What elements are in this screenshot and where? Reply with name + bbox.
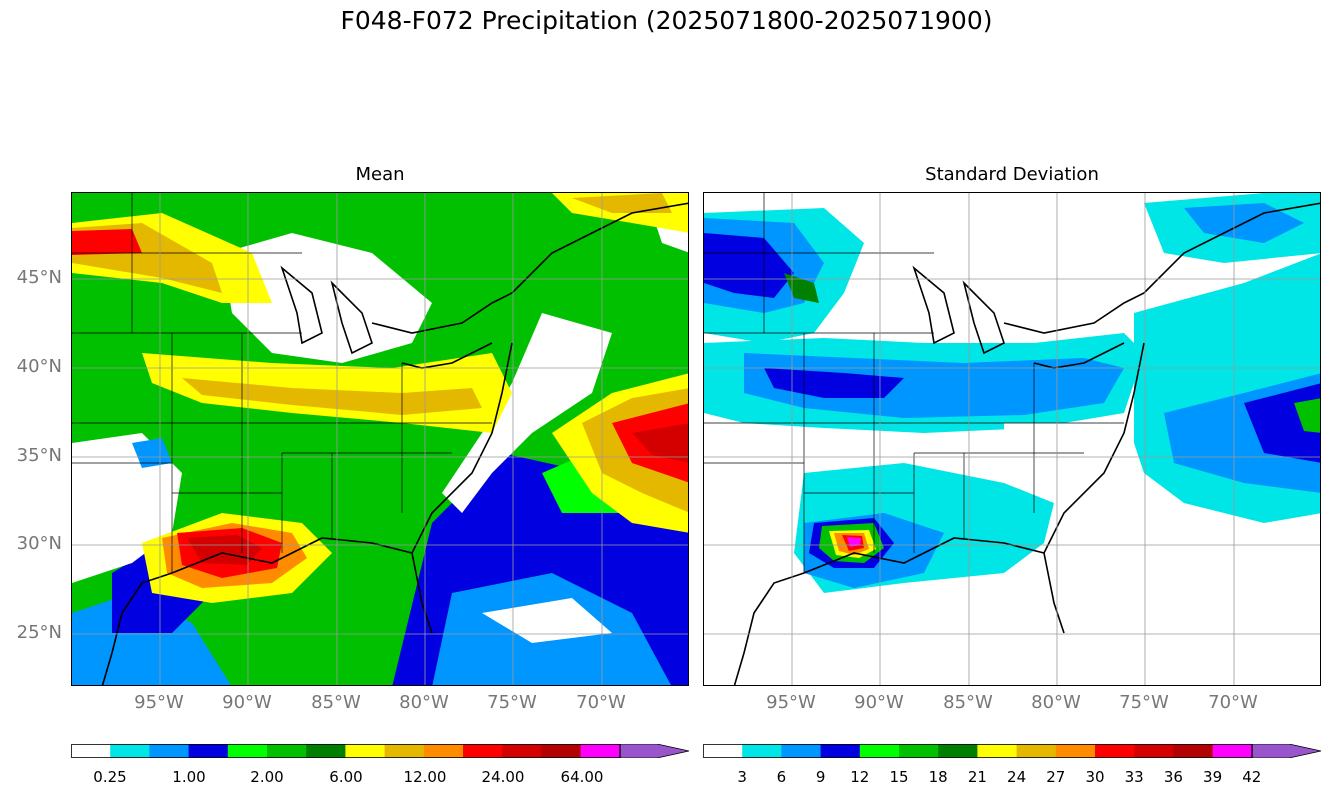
lat-label-45: 45°N (16, 267, 62, 288)
lat-label-30: 30°N (16, 533, 62, 554)
std-colorbar-cell (1016, 744, 1057, 758)
std-colorbar-tick: 9 (815, 768, 826, 786)
mean-colorbar-tick-1: 1.00 (172, 768, 206, 786)
std-colorbar (703, 744, 1322, 758)
std-colorbar-cell (1173, 744, 1214, 758)
std-colorbar-cell (742, 744, 782, 758)
std-colorbar-cell (859, 744, 900, 758)
mean-lon-label-95w: 95°W (134, 692, 184, 713)
std-lon-label-80w: 80°W (1031, 692, 1081, 713)
std-colorbar-cell (1095, 744, 1135, 758)
mean-colorbar-cell (345, 744, 386, 758)
mean-colorbar-cell (463, 744, 503, 758)
mean-map (71, 192, 689, 686)
mean-colorbar-cell (384, 744, 425, 758)
mean-colorbar-cell (541, 744, 582, 758)
std-colorbar-cell (1134, 744, 1174, 758)
std-colorbar-cell (820, 744, 861, 758)
mean-lon-label-80w: 80°W (399, 692, 449, 713)
std-colorbar-tick: 24 (1007, 768, 1027, 786)
std-lon-label-75w: 75°W (1119, 692, 1169, 713)
mean-colorbar-cell (71, 744, 111, 758)
mean-colorbar (71, 744, 690, 758)
mean-colorbar-cell (306, 744, 346, 758)
std-colorbar-cell (703, 744, 743, 758)
mean-colorbar-cell (423, 744, 464, 758)
std-colorbar-cell (1055, 744, 1096, 758)
mean-colorbar-tick-5: 24.00 (481, 768, 525, 786)
mean-colorbar-tick-4: 12.00 (403, 768, 447, 786)
lat-label-40: 40°N (16, 356, 62, 377)
mean-colorbar-cell (580, 744, 621, 758)
std-colorbar-tick: 21 (967, 768, 987, 786)
std-colorbar-cell (781, 744, 822, 758)
figure-title: F048-F072 Precipitation (2025071800-2025… (340, 6, 993, 35)
std-field (704, 193, 1320, 685)
std-colorbar-tick: 12 (850, 768, 870, 786)
mean-lon-label-90w: 90°W (222, 692, 272, 713)
std-colorbar-tick: 36 (1163, 768, 1183, 786)
mean-lon-label-70w: 70°W (576, 692, 626, 713)
panel-title-std: Standard Deviation (925, 164, 1099, 185)
std-colorbar-extend (1251, 744, 1322, 758)
std-colorbar-cell (899, 744, 939, 758)
mean-colorbar-tick-3: 6.00 (329, 768, 363, 786)
std-colorbar-cell (977, 744, 1018, 758)
std-colorbar-tick: 3 (737, 768, 747, 786)
mean-colorbar-tick-0: 0.25 (93, 768, 127, 786)
mean-colorbar-extend (619, 744, 690, 758)
std-colorbar-tick: 30 (1085, 768, 1105, 786)
std-colorbar-tick: 33 (1124, 768, 1144, 786)
std-lon-label-85w: 85°W (943, 692, 993, 713)
std-colorbar-tick: 42 (1242, 768, 1262, 786)
std-colorbar-cell (938, 744, 978, 758)
mean-field (72, 193, 688, 685)
mean-colorbar-cell (227, 744, 268, 758)
std-lon-label-90w: 90°W (854, 692, 904, 713)
std-lon-label-95w: 95°W (766, 692, 816, 713)
mean-lon-label-75w: 75°W (487, 692, 537, 713)
lat-label-35: 35°N (16, 445, 62, 466)
mean-colorbar-tick-6: 64.00 (560, 768, 604, 786)
mean-colorbar-cell (267, 744, 307, 758)
std-colorbar-tick: 15 (889, 768, 909, 786)
std-lon-label-70w: 70°W (1208, 692, 1258, 713)
std-colorbar-tick: 6 (776, 768, 787, 786)
std-map (703, 192, 1321, 686)
mean-colorbar-cell (188, 744, 229, 758)
std-colorbar-tick: 18 (928, 768, 948, 786)
mean-lon-label-85w: 85°W (311, 692, 361, 713)
mean-colorbar-cell (110, 744, 150, 758)
mean-colorbar-frame (71, 744, 621, 758)
std-colorbar-tick: 39 (1203, 768, 1223, 786)
panel-title-mean: Mean (355, 164, 405, 185)
mean-colorbar-cell (502, 744, 542, 758)
mean-colorbar-tick-2: 2.00 (250, 768, 284, 786)
std-colorbar-cell (1212, 744, 1253, 758)
std-colorbar-tick: 27 (1046, 768, 1066, 786)
mean-colorbar-cell (149, 744, 190, 758)
lat-label-25: 25°N (16, 622, 62, 643)
std-colorbar-frame (703, 744, 1253, 758)
